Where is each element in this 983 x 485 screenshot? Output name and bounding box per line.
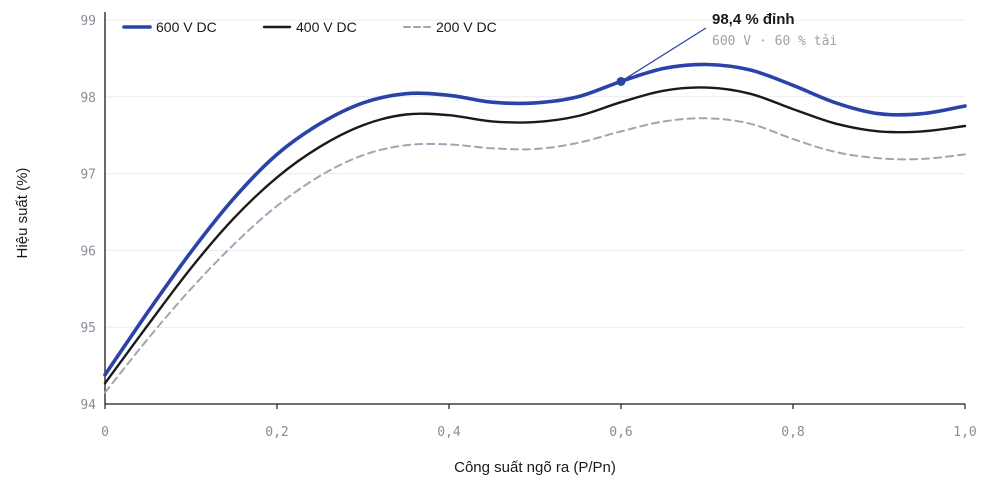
y-tick-label: 99 <box>80 14 96 29</box>
x-axis-ticks: 0 0,2 0,4 0,6 0,8 1,0 <box>101 404 977 440</box>
legend: 600 V DC 400 V DC 200 V DC <box>122 19 497 35</box>
x-tick-label: 1,0 <box>953 425 976 440</box>
annotation-marker <box>616 76 626 86</box>
annotation-label: 98,4 % đỉnh <box>712 11 795 28</box>
y-tick-label: 96 <box>80 244 96 259</box>
x-tick-label: 0,4 <box>437 425 461 440</box>
annotation-leader-line <box>620 27 707 82</box>
y-tick-label: 98 <box>80 91 96 106</box>
axes <box>104 12 965 405</box>
legend-label: 200 V DC <box>436 19 497 35</box>
x-tick-label: 0,6 <box>609 425 632 440</box>
legend-label: 400 V DC <box>296 19 357 35</box>
x-axis-title: Công suất ngõ ra (P/Pn) <box>454 459 616 476</box>
grid-lines <box>105 19 965 328</box>
y-axis-title: Hiệu suất (%) <box>14 168 31 259</box>
x-tick-label: 0,8 <box>781 425 804 440</box>
series-line-600-v-dc <box>103 62 967 377</box>
series-line-200-v-dc <box>104 117 966 394</box>
x-tick-label: 0,2 <box>265 425 288 440</box>
y-axis-ticks: 94 95 96 97 98 99 <box>80 14 96 413</box>
annotation-sublabel: 600 V · 60 % tải <box>712 34 837 49</box>
series-lines <box>103 62 967 394</box>
peak-annotation: 98,4 % đỉnh 600 V · 60 % tải <box>616 11 837 86</box>
y-tick-label: 97 <box>80 168 96 183</box>
y-tick-label: 95 <box>80 321 96 336</box>
y-tick-label: 94 <box>80 398 96 413</box>
x-tick-label: 0 <box>101 425 109 440</box>
series-line-400-v-dc <box>103 86 967 385</box>
legend-label: 600 V DC <box>156 19 217 35</box>
